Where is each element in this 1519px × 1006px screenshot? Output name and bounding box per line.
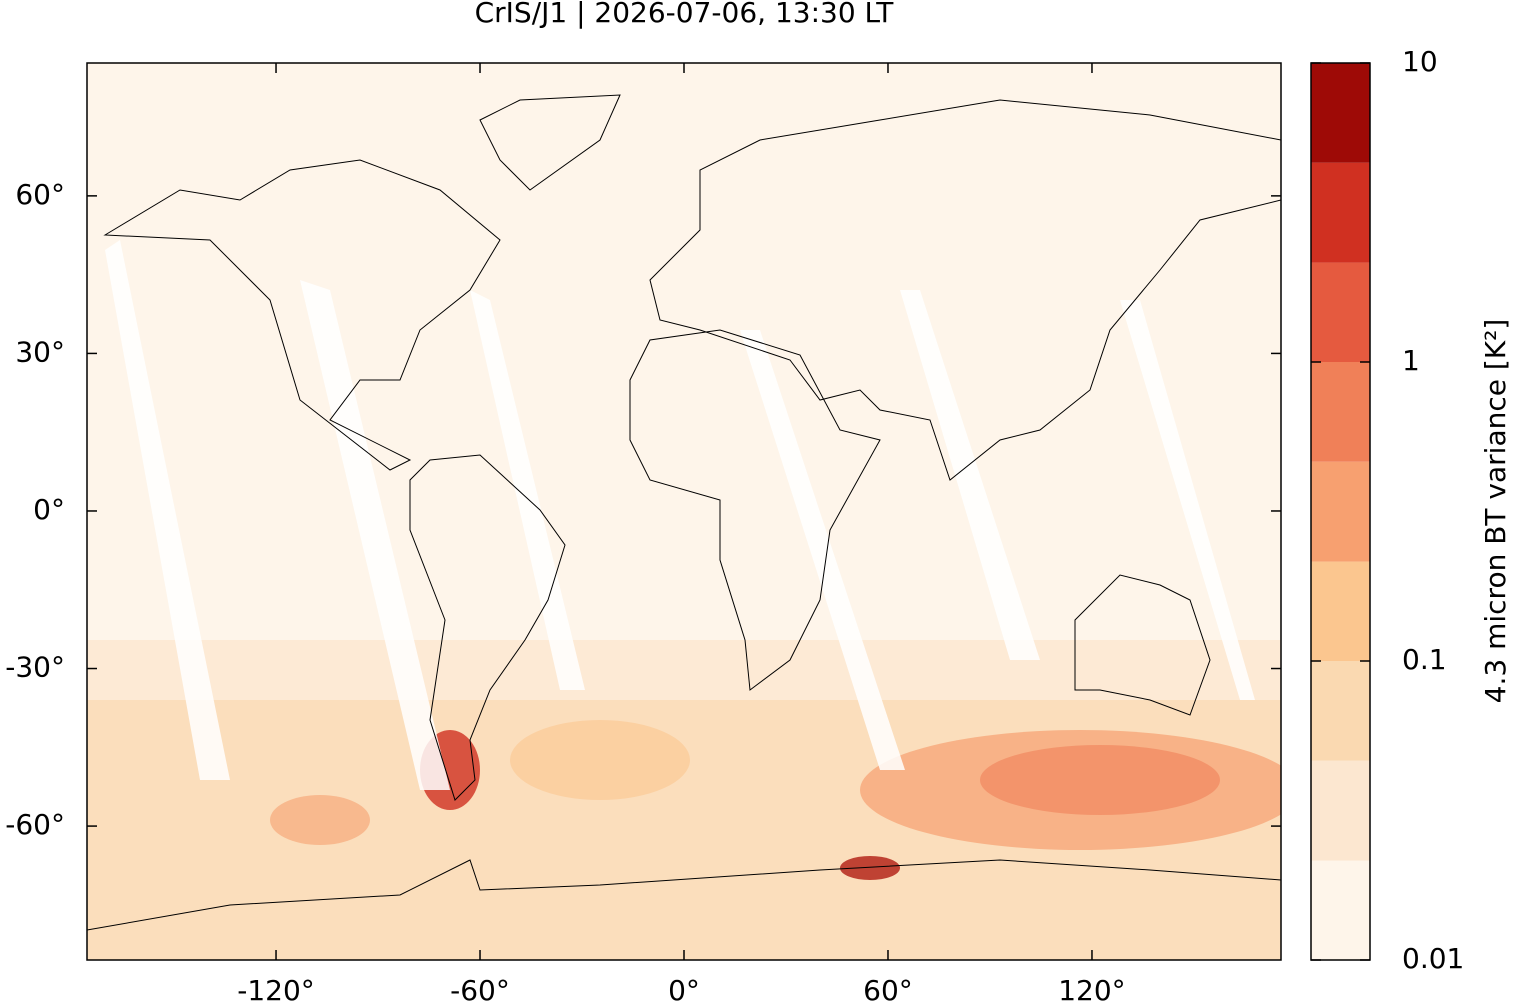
coastline (479, 94, 621, 191)
map-field (87, 63, 1281, 960)
y-tick-label: 60° (15, 178, 65, 211)
y-tick-label: -60° (5, 808, 65, 841)
colorbar-band (1311, 461, 1370, 562)
variance-field (510, 720, 690, 800)
x-tick-label: -120° (237, 974, 315, 1002)
colorbar-label: 4.3 micron BT variance [K²] (1479, 319, 1512, 704)
y-tick-label: 30° (15, 335, 65, 368)
x-tick-label: -60° (450, 974, 510, 1002)
variance-field (840, 856, 900, 880)
coastline (87, 859, 1281, 931)
coastline (1074, 574, 1211, 716)
colorbar-tick-label: 10 (1402, 45, 1438, 78)
colorbar-band (1311, 760, 1370, 861)
colorbar-frame (1310, 62, 1371, 961)
colorbar-tick-label: 1 (1402, 344, 1420, 377)
coastline (629, 329, 881, 691)
colorbar-band (1311, 162, 1370, 263)
coastline (409, 454, 566, 801)
colorbar-band (1311, 262, 1370, 362)
swath-gap (105, 240, 1255, 790)
colorbar-band (1311, 561, 1370, 661)
colorbar-band (1311, 362, 1370, 462)
x-tick-label: 120° (1058, 974, 1125, 1002)
y-tick-label: 0° (33, 493, 65, 526)
coastline (649, 99, 1281, 481)
y-tick-label: -30° (5, 651, 65, 684)
colorbar-tick-label: 0.1 (1402, 643, 1447, 676)
variance-field (980, 745, 1220, 815)
colorbar-band (1311, 860, 1370, 960)
x-tick-label: 0° (668, 974, 700, 1002)
colorbar-band (1311, 661, 1370, 761)
colorbar-tick-label: 0.01 (1402, 942, 1464, 975)
colorbar-band (1311, 63, 1370, 163)
chart-title: CrIS/J1 | 2026-07-06, 13:30 LT (475, 0, 895, 29)
variance-field (270, 795, 370, 845)
x-tick-label: 60° (863, 974, 913, 1002)
coastline (103, 159, 501, 471)
